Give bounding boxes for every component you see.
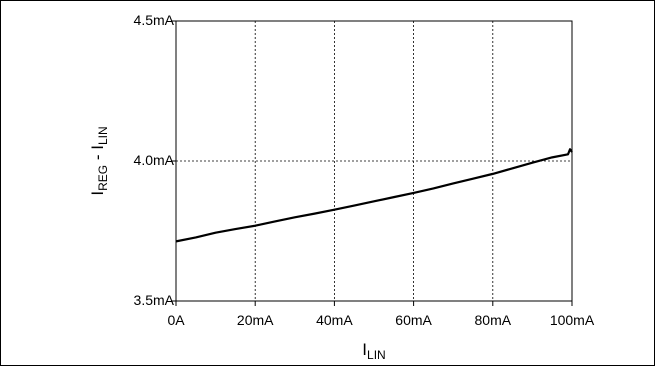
x-tick-label: 40mA bbox=[316, 312, 353, 328]
x-tick-label: 80mA bbox=[475, 312, 512, 328]
series-line bbox=[175, 148, 573, 243]
y-axis-label-part: LIN bbox=[96, 126, 110, 145]
y-tick-label: 4.0mA bbox=[134, 152, 175, 168]
y-axis-ticks: 3.5mA 4.0mA 4.5mA bbox=[134, 12, 176, 308]
y-axis-label-part: I bbox=[88, 191, 107, 196]
x-tick-label: 100mA bbox=[550, 312, 595, 328]
x-axis-ticks: 0A 20mA 40mA 60mA 80mA 100mA bbox=[167, 301, 595, 328]
grid-lines bbox=[176, 21, 572, 301]
y-tick-label: 3.5mA bbox=[134, 292, 175, 308]
y-axis-label-part: - I bbox=[88, 145, 107, 165]
y-axis-label: IREG - ILIN bbox=[88, 126, 110, 195]
x-tick-label: 60mA bbox=[395, 312, 432, 328]
x-tick-label: 20mA bbox=[237, 312, 274, 328]
x-axis-label: ILIN bbox=[362, 340, 385, 362]
series-group bbox=[175, 148, 573, 243]
x-tick-label: 0A bbox=[167, 312, 185, 328]
y-axis-label-part: REG bbox=[96, 165, 110, 191]
y-tick-label: 4.5mA bbox=[134, 12, 175, 28]
